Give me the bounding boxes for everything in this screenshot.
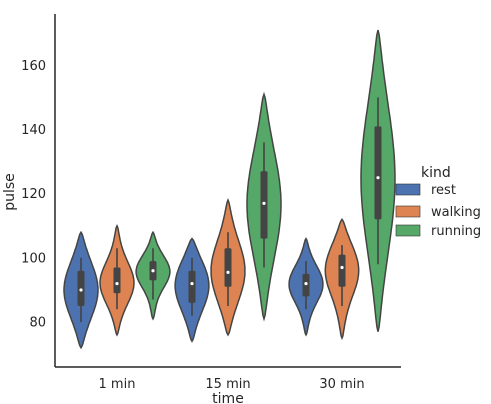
violin-median — [376, 176, 380, 180]
x-tick-label: 30 min — [319, 377, 364, 392]
legend-label-running: running — [431, 224, 481, 239]
y-tick-label: 120 — [21, 187, 46, 202]
x-axis-label: time — [212, 391, 244, 404]
violin-median — [262, 201, 266, 205]
y-tick-label: 100 — [21, 251, 46, 266]
violin-median — [304, 281, 308, 286]
violin-median — [190, 281, 194, 286]
legend-label-rest: rest — [431, 183, 456, 198]
violin-box — [224, 248, 232, 287]
violin-median — [151, 269, 155, 273]
violin-median — [226, 270, 230, 274]
violin-median — [340, 265, 344, 270]
y-tick-label: 160 — [21, 59, 46, 74]
violin-box — [338, 254, 346, 287]
legend-swatch-rest — [395, 183, 421, 196]
legend-swatch-running — [395, 224, 421, 237]
y-axis-label: pulse — [2, 173, 18, 211]
violin-box — [260, 171, 268, 239]
violin-box — [113, 267, 121, 294]
y-axis-ticks: 80 100 120 140 160 — [21, 59, 46, 331]
legend: kind rest walking running — [395, 165, 481, 239]
y-tick-label: 140 — [21, 123, 46, 138]
violin-box — [77, 270, 85, 307]
violin-median — [115, 281, 119, 286]
violin-plot-area — [63, 29, 396, 350]
y-tick-label: 80 — [29, 316, 46, 331]
violin-box — [302, 273, 310, 297]
legend-title: kind — [421, 165, 451, 181]
violin-box — [188, 270, 196, 303]
violin-median — [79, 288, 83, 292]
x-tick-label: 1 min — [99, 377, 136, 392]
x-tick-label: 15 min — [205, 377, 250, 392]
violin-box — [374, 126, 382, 220]
legend-swatch-walking — [395, 205, 421, 218]
legend-label-walking: walking — [431, 205, 481, 220]
